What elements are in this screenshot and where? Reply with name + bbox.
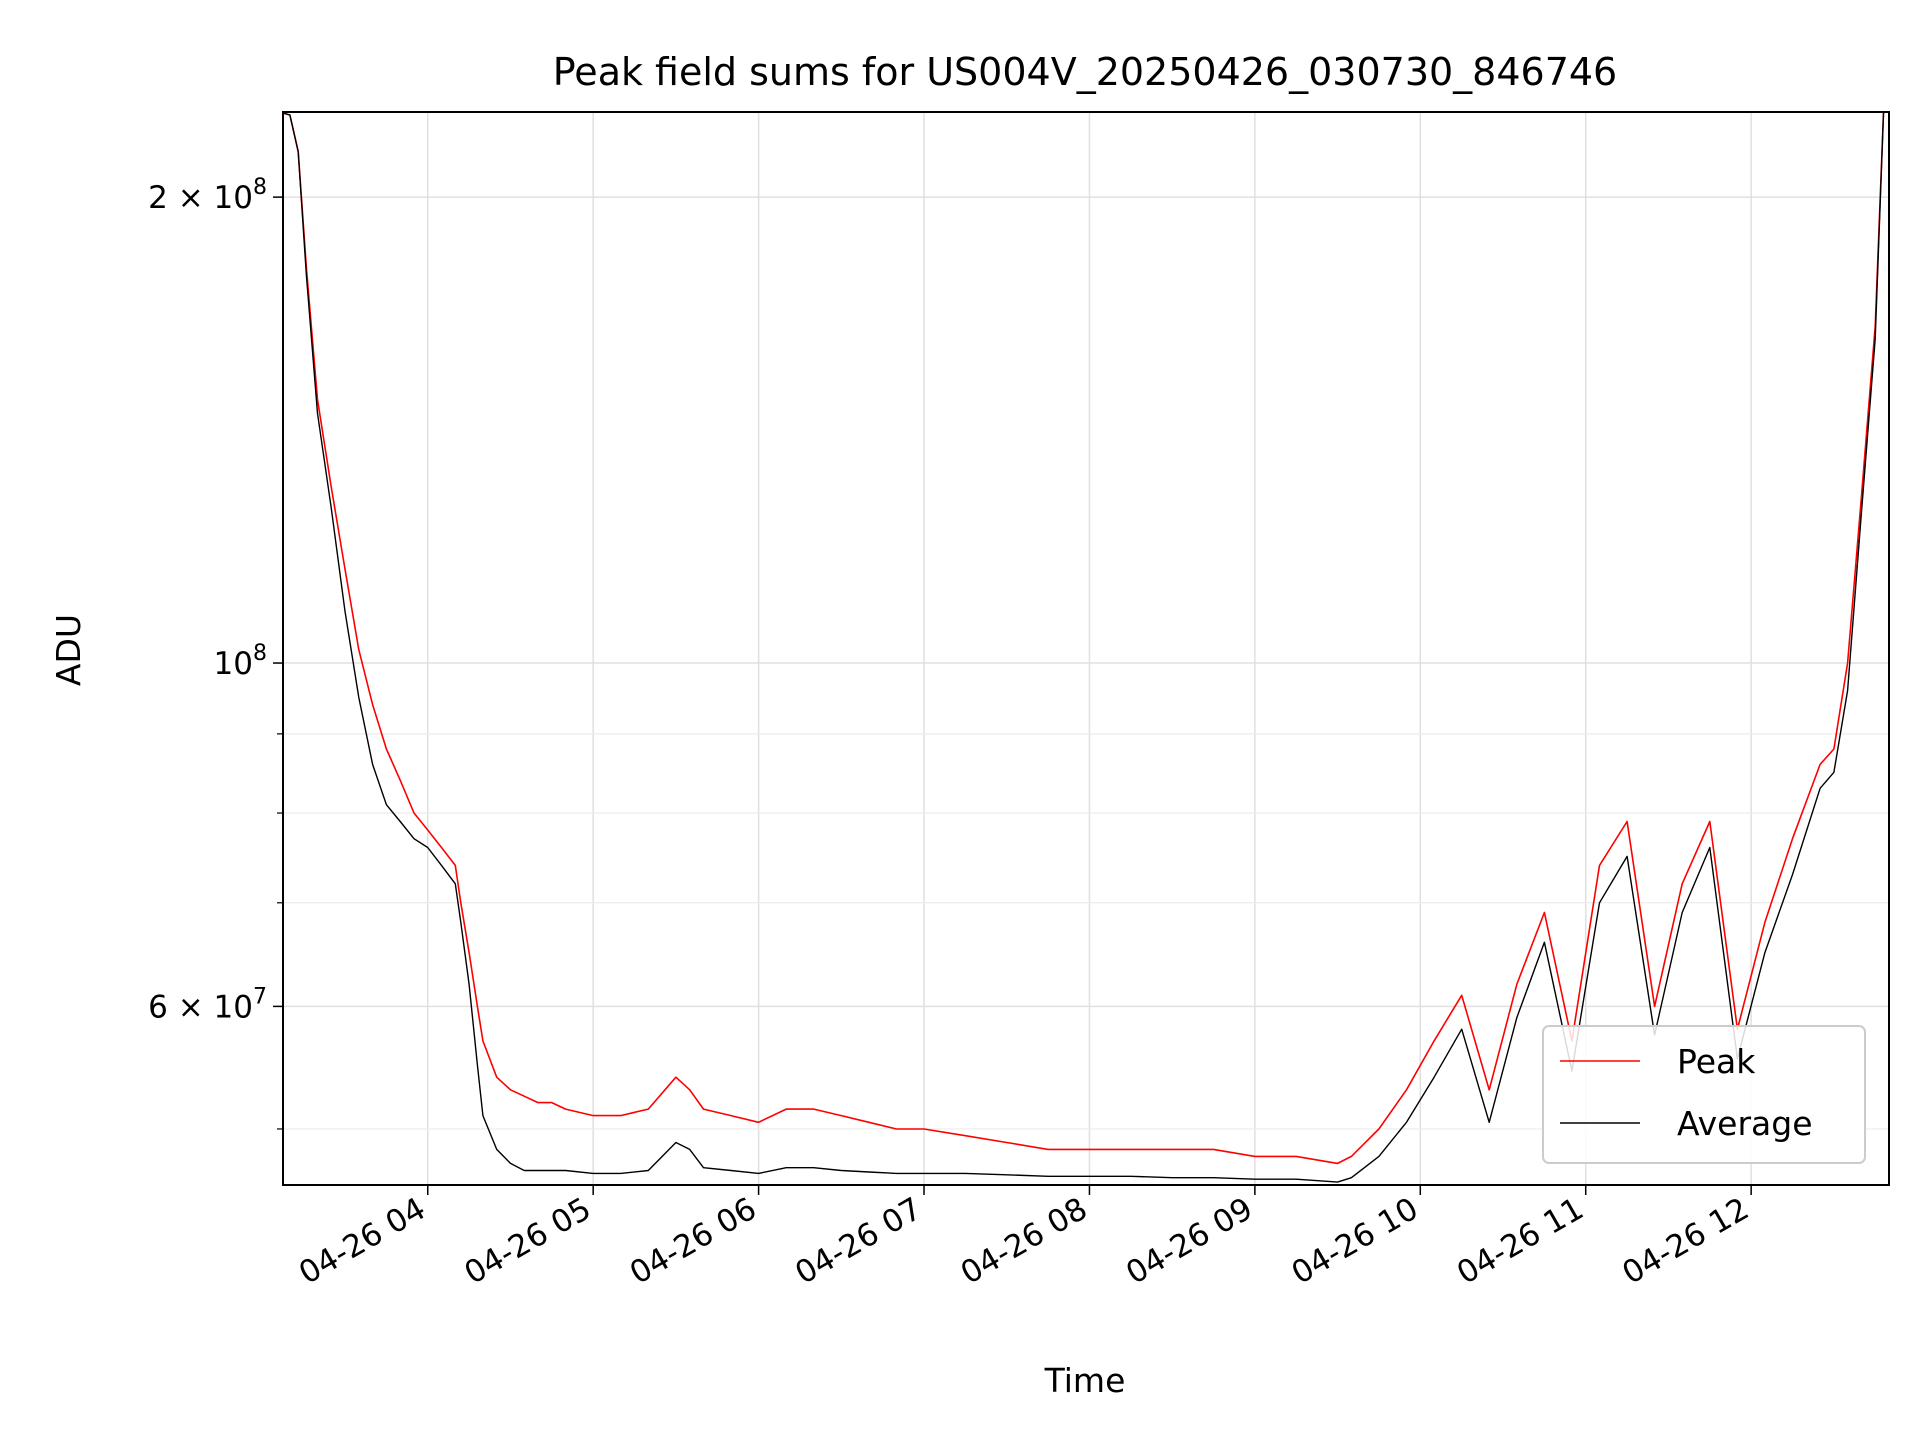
series-line-average <box>283 112 1885 1183</box>
y-tick-label: 2 × 108 <box>148 175 267 216</box>
y-axis-label: ADU <box>49 614 88 686</box>
plot-frame <box>282 111 1890 1186</box>
legend: Peak Average <box>1542 1025 1866 1164</box>
x-axis-label: Time <box>1044 1361 1126 1400</box>
chart-title: Peak field sums for US004V_20250426_0307… <box>553 50 1617 94</box>
series-line-peak <box>283 112 1885 1165</box>
y-axis: 2 × 108 108 6 × 107 <box>148 175 283 1130</box>
y-tick-label: 108 <box>214 641 267 682</box>
legend-label-peak: Peak <box>1677 1042 1756 1081</box>
series-group <box>283 112 1885 1183</box>
legend-label-average: Average <box>1677 1104 1813 1143</box>
y-tick-label: 6 × 107 <box>148 984 267 1025</box>
